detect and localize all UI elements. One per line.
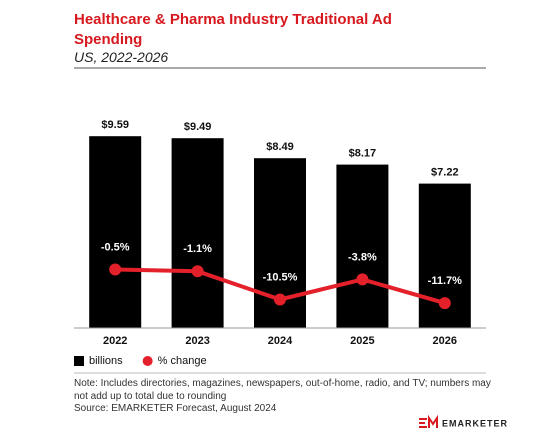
bar	[89, 136, 142, 328]
bar-value-label: $8.49	[266, 141, 294, 153]
legend-label: % change	[158, 355, 207, 367]
chart-subtitle: US, 2022-2026	[74, 49, 169, 65]
line-point	[274, 293, 286, 306]
line-point	[356, 273, 369, 286]
line-point	[109, 263, 122, 276]
x-tick-label: 2025	[350, 335, 374, 347]
logo: EMARKETER	[442, 418, 508, 428]
x-tick-label: 2022	[103, 335, 127, 347]
line-value-label: -10.5%	[263, 271, 298, 283]
bar-value-label: $8.17	[349, 148, 377, 160]
line-value-label: -0.5%	[101, 241, 130, 253]
line-point	[438, 297, 451, 310]
line-point	[191, 265, 204, 278]
x-tick-label: 2024	[268, 335, 293, 347]
source: Source: EMARKETER Forecast, August 2024	[74, 403, 277, 414]
line-value-label: -1.1%	[183, 243, 212, 255]
legend-swatch	[142, 356, 153, 366]
chart-title: Healthcare & Pharma Industry Traditional…	[74, 11, 392, 48]
bar-value-label: $7.22	[431, 167, 459, 179]
x-tick-label: 2026	[433, 335, 457, 347]
line-value-label: -3.8%	[348, 251, 377, 263]
bar	[336, 164, 389, 328]
x-tick-label: 2023	[185, 335, 209, 347]
legend-label: billions	[89, 355, 123, 367]
bar-value-label: $9.59	[101, 119, 129, 131]
bar	[171, 138, 224, 328]
legend-swatch	[74, 356, 84, 366]
bar-value-label: $9.49	[184, 121, 212, 133]
note: Note: Includes directories, magazines, n…	[74, 378, 491, 402]
line-value-label: -11.7%	[428, 275, 462, 287]
logo-icon	[419, 414, 438, 428]
